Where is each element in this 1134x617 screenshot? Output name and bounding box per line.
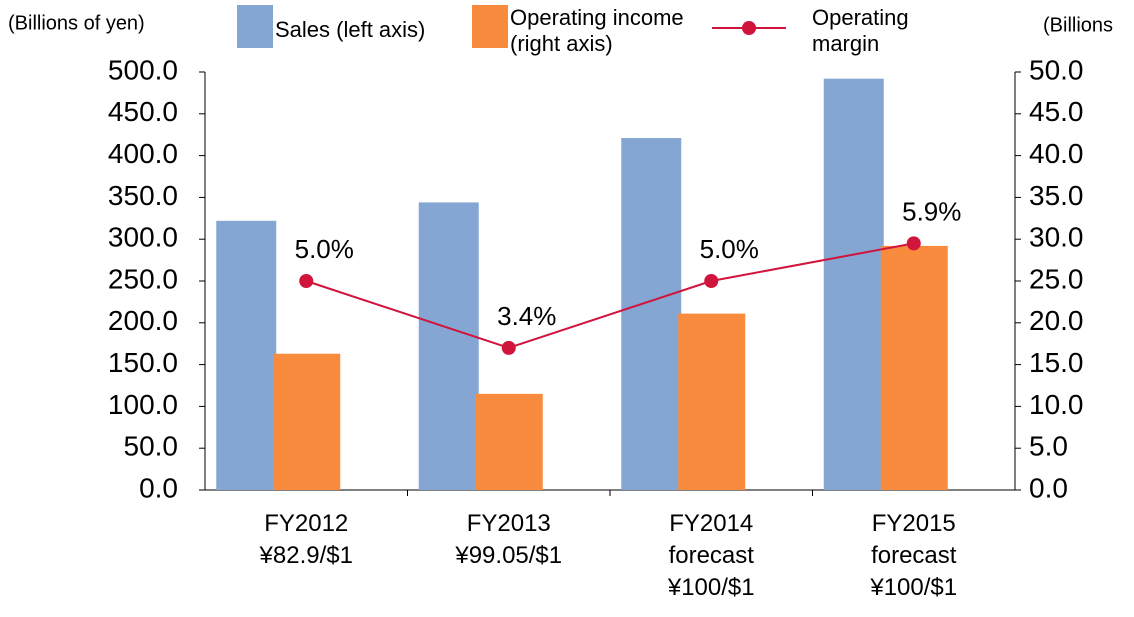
y2-tick-label: 10.0: [1029, 389, 1084, 420]
data-label: 5.0%: [295, 234, 354, 264]
bar: [678, 313, 746, 490]
x-tick-label: FY2015 forecast ¥100/$1: [870, 510, 958, 601]
bar: [418, 202, 479, 490]
y2-tick-label: 35.0: [1029, 180, 1084, 211]
marker: [704, 274, 719, 288]
marker: [906, 236, 921, 251]
y2-tick-label: 20.0: [1029, 305, 1084, 336]
data-label: 5.0%: [700, 234, 759, 264]
y2-tick-label: 30.0: [1029, 222, 1084, 253]
y-tick-label: 500.0: [108, 54, 178, 85]
x-tick-label: FY2013 ¥99.05/$1: [455, 510, 563, 569]
legend-label: Sales (left axis): [275, 17, 426, 42]
y-tick-label: 200.0: [108, 305, 178, 336]
legend-swatch: [472, 5, 508, 48]
x-tick-label: FY2012 ¥82.9/$1: [259, 510, 353, 569]
y-tick-label: 150.0: [108, 347, 178, 378]
left-axis-title: (Billions of yen): [8, 12, 145, 34]
data-label: 5.9%: [902, 196, 961, 226]
line: [305, 242, 914, 349]
bar: [216, 220, 277, 491]
y-tick-label: 350.0: [108, 180, 178, 211]
legend-swatch: [237, 5, 273, 48]
y2-tick-label: 0.0: [1029, 472, 1068, 503]
legend-label: Operating margin: [812, 5, 909, 56]
y-tick-label: 100.0: [108, 389, 178, 420]
y2-tick-label: 50.0: [1029, 54, 1084, 85]
y2-tick-label: 5.0: [1029, 431, 1068, 462]
bar: [823, 78, 884, 491]
marker: [299, 274, 314, 288]
data-label: 3.4%: [497, 301, 556, 331]
right-axis-title: (Billions: [1043, 14, 1113, 36]
y-tick-label: 0.0: [139, 472, 178, 503]
y-tick-label: 300.0: [108, 222, 178, 253]
marker: [501, 340, 516, 355]
y-tick-label: 450.0: [108, 96, 178, 127]
bar: [273, 353, 341, 490]
y-tick-label: 400.0: [108, 138, 178, 169]
y2-tick-label: 15.0: [1029, 347, 1084, 378]
legend-label: Operating income (right axis): [510, 5, 684, 56]
x-tick-label: FY2014 forecast ¥100/$1: [667, 510, 755, 601]
bar: [621, 138, 682, 490]
bar: [880, 245, 948, 490]
bar: [475, 393, 543, 490]
legend-marker: [742, 21, 756, 35]
y2-tick-label: 25.0: [1029, 263, 1084, 294]
y2-tick-label: 40.0: [1029, 138, 1084, 169]
y-tick-label: 250.0: [108, 263, 178, 294]
y-tick-label: 50.0: [124, 431, 179, 462]
y2-tick-label: 45.0: [1029, 96, 1084, 127]
